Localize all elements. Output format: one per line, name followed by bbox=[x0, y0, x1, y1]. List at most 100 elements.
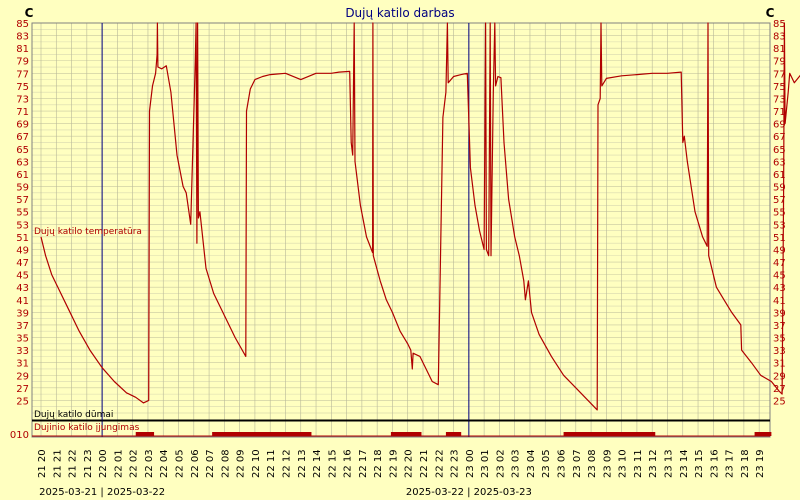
y-tick-label-left: 35 bbox=[16, 334, 29, 345]
x-tick-label: 23 17 bbox=[725, 449, 736, 478]
x-tick-label: 23 02 bbox=[495, 449, 506, 478]
y-tick-label-left: 31 bbox=[16, 359, 29, 370]
x-tick-label: 23 18 bbox=[740, 449, 751, 478]
y-tick-label-right: 27 bbox=[773, 384, 786, 395]
x-tick-label: 23 03 bbox=[511, 449, 522, 478]
y-tick-label-right: 69 bbox=[773, 120, 786, 131]
x-tick-label: 22 20 bbox=[404, 449, 415, 478]
y-tick-label-left: 51 bbox=[16, 233, 29, 244]
x-tick-label: 23 04 bbox=[526, 449, 537, 478]
y-tick-label-right: 79 bbox=[773, 57, 786, 68]
y-tick-label-left: 27 bbox=[16, 384, 29, 395]
ignition-baseline-label: 010 bbox=[10, 430, 29, 441]
y-tick-label-left: 61 bbox=[16, 170, 29, 181]
x-tick-label: 22 15 bbox=[327, 449, 338, 478]
y-tick-label-left: 67 bbox=[16, 132, 29, 143]
x-tick-label: 22 14 bbox=[312, 449, 323, 478]
x-tick-label: 22 12 bbox=[281, 449, 292, 478]
y-tick-label-left: 55 bbox=[16, 208, 29, 219]
ignition-on-bar bbox=[754, 432, 772, 436]
x-tick-label: 22 01 bbox=[113, 449, 124, 478]
x-tick-label: 23 07 bbox=[572, 449, 583, 478]
x-tick-label: 23 12 bbox=[648, 449, 659, 478]
ignition-on-bar bbox=[563, 432, 656, 436]
y-tick-label-right: 49 bbox=[773, 245, 786, 256]
y-tick-label-right: 55 bbox=[773, 208, 786, 219]
y-tick-label-left: 77 bbox=[16, 69, 29, 80]
x-tick-label: 23 08 bbox=[587, 449, 598, 478]
ignition-on-bar bbox=[212, 432, 312, 436]
x-tick-label: 23 00 bbox=[465, 449, 476, 478]
date-label: 2025-03-22 | 2025-03-23 bbox=[406, 487, 532, 498]
ignition-on-bar bbox=[390, 432, 422, 436]
y-tick-label-left: 41 bbox=[16, 296, 29, 307]
y-tick-label-right: 37 bbox=[773, 321, 786, 332]
x-tick-label: 23 01 bbox=[480, 449, 491, 478]
y-tick-label-left: 45 bbox=[16, 271, 29, 282]
x-tick-label: 22 10 bbox=[251, 449, 262, 478]
x-tick-label: 22 17 bbox=[358, 449, 369, 478]
ignition-on-bar bbox=[135, 432, 155, 436]
x-tick-label: 22 00 bbox=[98, 449, 109, 478]
x-tick-label: 22 04 bbox=[159, 449, 170, 478]
x-tick-label: 22 05 bbox=[175, 449, 186, 478]
y-tick-label-right: 61 bbox=[773, 170, 786, 181]
y-tick-label-right: 51 bbox=[773, 233, 786, 244]
y-tick-label-left: 79 bbox=[16, 57, 29, 68]
y-tick-label-left: 53 bbox=[16, 220, 29, 231]
x-tick-label: 22 18 bbox=[373, 449, 384, 478]
x-tick-label: 21 21 bbox=[52, 449, 63, 478]
y-tick-label-left: 47 bbox=[16, 258, 29, 269]
x-tick-label: 22 13 bbox=[297, 449, 308, 478]
x-tick-label: 23 13 bbox=[663, 449, 674, 478]
x-tick-label: 22 21 bbox=[419, 449, 430, 478]
x-tick-label: 22 09 bbox=[236, 449, 247, 478]
y-tick-label-left: 73 bbox=[16, 94, 29, 105]
y-tick-label-left: 75 bbox=[16, 82, 29, 93]
y-tick-label-left: 83 bbox=[16, 32, 29, 43]
x-tick-label: 22 06 bbox=[190, 449, 201, 478]
x-tick-label: 23 10 bbox=[618, 449, 629, 478]
y-tick-label-right: 31 bbox=[773, 359, 786, 370]
y-tick-label-left: 43 bbox=[16, 283, 29, 294]
y-tick-label-left: 85 bbox=[16, 19, 29, 30]
y-tick-label-right: 57 bbox=[773, 195, 786, 206]
y-tick-label-right: 65 bbox=[773, 145, 786, 156]
y-tick-label-left: 59 bbox=[16, 183, 29, 194]
y-tick-label-left: 57 bbox=[16, 195, 29, 206]
y-tick-label-left: 33 bbox=[16, 346, 29, 357]
y-tick-label-right: 63 bbox=[773, 157, 786, 168]
plot-frame bbox=[31, 22, 771, 438]
y-unit-right: C bbox=[766, 6, 775, 20]
y-tick-label-left: 37 bbox=[16, 321, 29, 332]
x-tick-label: 22 23 bbox=[450, 449, 461, 478]
ignition-on-bar bbox=[445, 432, 462, 436]
series-group bbox=[40, 22, 800, 411]
y-tick-label-left: 69 bbox=[16, 120, 29, 131]
x-tick-label: 22 07 bbox=[205, 449, 216, 478]
y-tick-label-right: 73 bbox=[773, 94, 786, 105]
x-tick-label: 23 15 bbox=[694, 449, 705, 478]
grid bbox=[31, 22, 771, 438]
temperature-series-label: Dujų katilo temperatūra bbox=[34, 227, 142, 237]
x-tick-label: 22 02 bbox=[129, 449, 140, 478]
y-tick-label-right: 39 bbox=[773, 308, 786, 319]
y-tick-label-left: 25 bbox=[16, 396, 29, 407]
y-tick-label-left: 65 bbox=[16, 145, 29, 156]
x-tick-label: 23 19 bbox=[755, 449, 766, 478]
chart-title: Dujų katilo darbas bbox=[345, 6, 454, 20]
y-tick-label-right: 45 bbox=[773, 271, 786, 282]
x-tick-label: 21 20 bbox=[37, 449, 48, 478]
y-tick-label-right: 59 bbox=[773, 183, 786, 194]
x-tick-label: 23 05 bbox=[541, 449, 552, 478]
x-tick-label: 23 11 bbox=[633, 449, 644, 478]
y-tick-label-right: 29 bbox=[773, 371, 786, 382]
y-tick-label-left: 49 bbox=[16, 245, 29, 256]
x-tick-label: 22 22 bbox=[434, 449, 445, 478]
date-labels: 2025-03-21 | 2025-03-22 2025-03-22 | 2025… bbox=[39, 487, 532, 498]
y-tick-label-left: 63 bbox=[16, 157, 29, 168]
ignition-series-label: Dujinio katilo įjungimas bbox=[34, 423, 140, 433]
x-tick-labels: 21 20 21 21 21 22 21 23 22 00 22 01 22 02 22 03… bbox=[37, 449, 766, 478]
x-tick-label: 22 16 bbox=[343, 449, 354, 478]
